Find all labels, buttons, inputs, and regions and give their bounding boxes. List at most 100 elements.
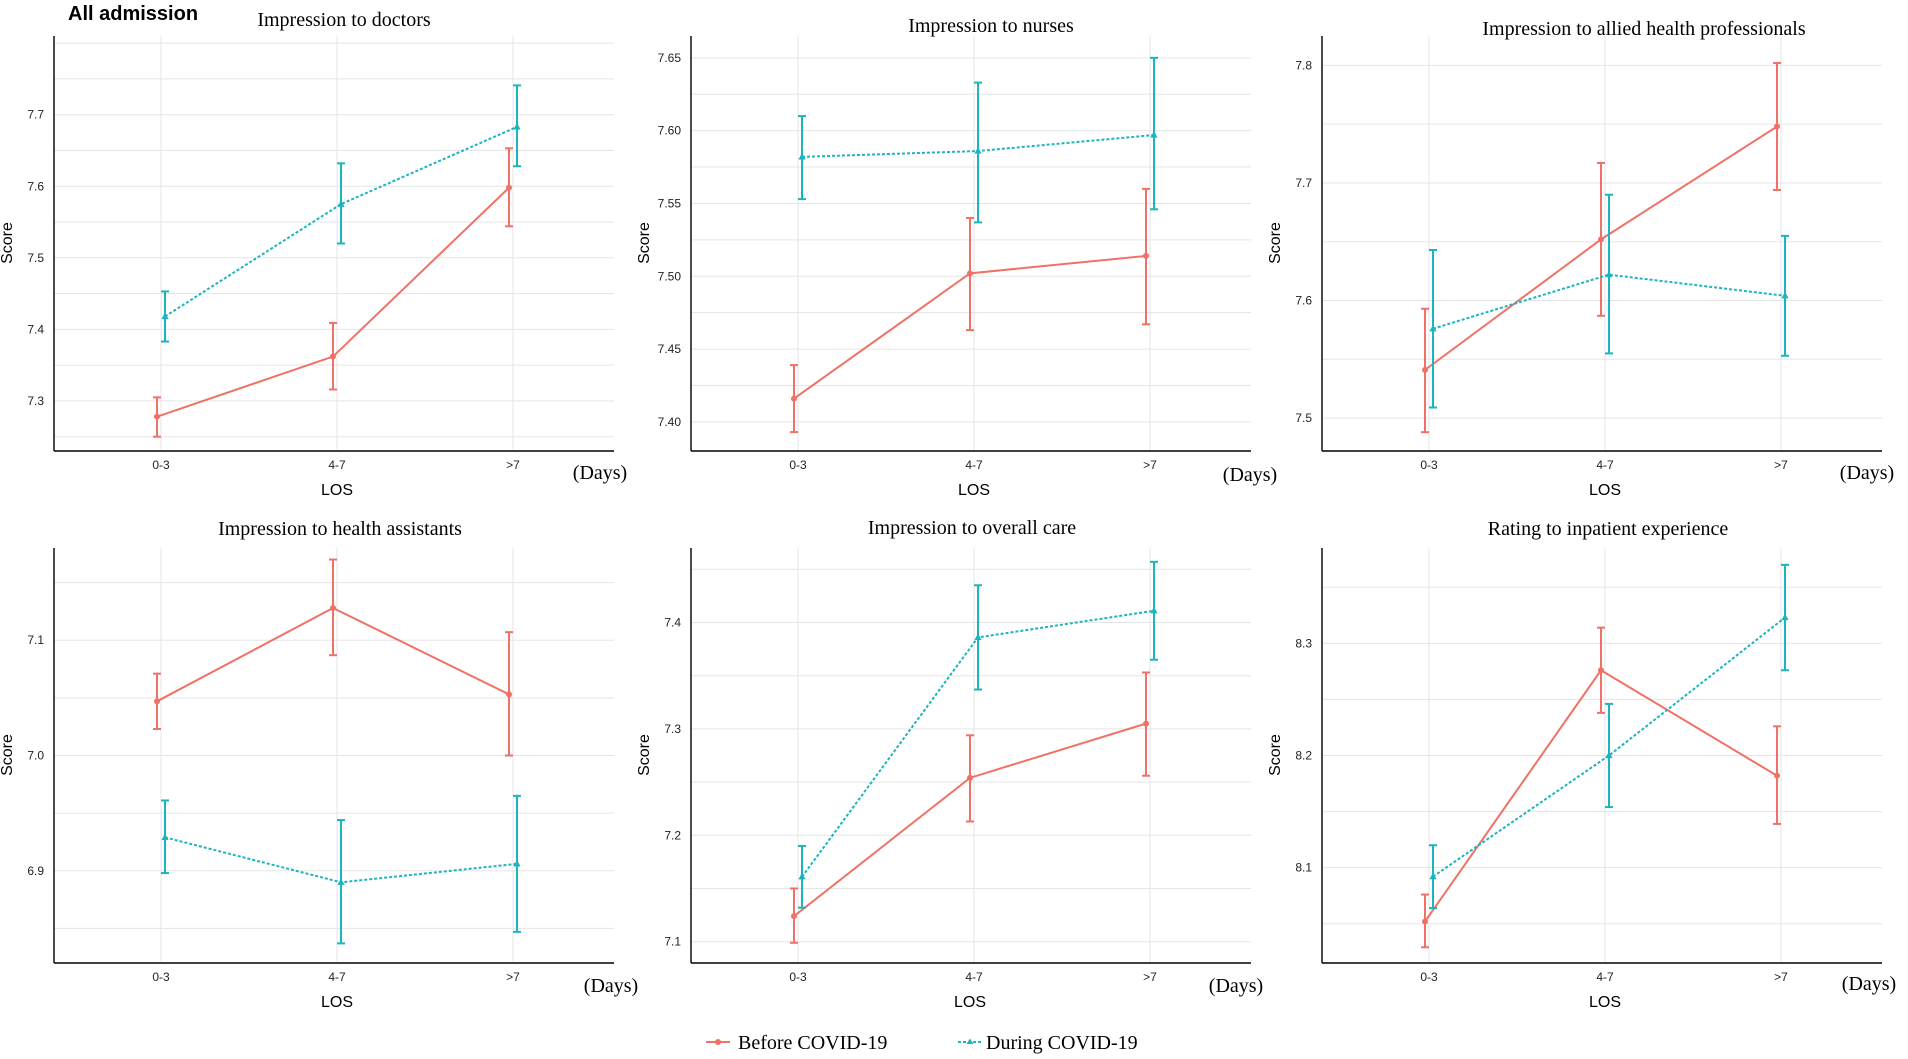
series-before [790, 671, 1150, 944]
data-point-during [337, 878, 345, 885]
series-during [798, 560, 1158, 909]
x-tick-label: 4-7 [1596, 458, 1614, 472]
y-axis-label: Score [1267, 222, 1284, 264]
y-tick-label: 7.1 [664, 935, 681, 949]
y-axis-label: Score [1267, 734, 1284, 776]
legend-before-marker [715, 1039, 721, 1045]
panel-impression-to-health-assistants: Impression to health assistants Score LO… [0, 518, 638, 1011]
legend-during-label: During COVID-19 [986, 1032, 1138, 1054]
panel-title: Impression to health assistants [218, 518, 462, 540]
x-tick-label: >7 [506, 970, 520, 984]
x-tick-label: 0-3 [1420, 458, 1438, 472]
figure-title: All admission [68, 3, 198, 25]
data-point-before [967, 270, 973, 277]
data-point-before [330, 353, 336, 360]
series-before [153, 558, 513, 757]
panel-impression-to-overall-care: Impression to overall care Score LOS (Da… [636, 517, 1263, 1011]
data-point-during [1781, 291, 1789, 299]
data-point-before [1422, 366, 1428, 373]
panel-impression-to-nurses: Impression to nurses Score LOS (Days) 7.… [636, 15, 1277, 499]
series-during [1429, 193, 1789, 409]
data-point-during [1605, 751, 1613, 759]
data-point-before [1143, 720, 1149, 727]
x-unit-label: (Days) [1209, 975, 1263, 997]
x-axis-label: LOS [321, 994, 353, 1011]
data-point-during [1429, 872, 1437, 880]
x-tick-label: 0-3 [152, 970, 170, 984]
series-before [1421, 626, 1781, 949]
data-point-before [967, 774, 973, 781]
x-tick-label: 0-3 [152, 458, 170, 472]
y-tick-label: 7.2 [664, 828, 681, 842]
x-tick-label: >7 [1774, 970, 1788, 984]
data-point-during [513, 859, 521, 867]
x-unit-label: (Days) [1223, 464, 1277, 486]
x-unit-label: (Days) [1842, 973, 1896, 995]
y-tick-label: 7.65 [658, 51, 682, 65]
y-tick-label: 7.1 [27, 633, 44, 647]
data-point-during [974, 147, 982, 154]
series-before [153, 147, 513, 438]
x-tick-label: >7 [1143, 970, 1157, 984]
panel-title: Rating to inpatient experience [1488, 518, 1729, 540]
x-tick-label: 4-7 [1596, 970, 1614, 984]
data-point-before [154, 698, 160, 705]
y-axis-label: Score [0, 734, 16, 776]
series-during [161, 794, 521, 945]
x-tick-label: 0-3 [789, 458, 807, 472]
x-unit-label: (Days) [573, 462, 627, 484]
series-line-during [164, 125, 518, 318]
y-tick-label: 8.2 [1295, 749, 1312, 763]
y-tick-label: 7.45 [658, 342, 682, 356]
y-tick-label: 7.3 [27, 394, 44, 408]
y-axis-label: Score [0, 222, 16, 264]
data-point-during [1150, 131, 1158, 138]
data-point-during [1429, 324, 1437, 332]
x-unit-label: (Days) [1840, 462, 1894, 484]
x-axis-label: LOS [958, 482, 990, 499]
y-tick-label: 7.5 [27, 251, 44, 265]
data-point-during [161, 833, 169, 840]
legend: Before COVID-19 During COVID-19 [706, 1032, 1138, 1054]
data-point-before [1598, 236, 1604, 243]
data-point-before [506, 184, 512, 191]
legend-during-marker [966, 1038, 974, 1044]
y-axis-label: Score [636, 734, 653, 776]
panel-impression-to-allied-health-professionals: Impression to allied health professional… [1267, 18, 1894, 499]
x-tick-label: 4-7 [328, 970, 346, 984]
y-tick-label: 7.7 [1295, 176, 1312, 190]
x-tick-label: 4-7 [965, 970, 983, 984]
data-point-during [974, 633, 982, 640]
data-point-before [791, 913, 797, 920]
series-during [161, 84, 521, 343]
data-point-during [1605, 270, 1613, 278]
x-axis-label: LOS [954, 994, 986, 1011]
x-axis-label: LOS [1589, 994, 1621, 1011]
y-tick-label: 7.4 [27, 322, 44, 336]
y-tick-label: 7.8 [1295, 58, 1312, 72]
panel-rating-to-inpatient-experience: Rating to inpatient experience Score LOS… [1267, 518, 1896, 1011]
panel-title: Impression to overall care [868, 517, 1076, 539]
x-tick-label: 0-3 [789, 970, 807, 984]
y-tick-label: 7.4 [664, 615, 681, 629]
x-tick-label: >7 [1774, 458, 1788, 472]
data-point-before [1774, 772, 1780, 779]
y-tick-label: 7.55 [658, 196, 682, 210]
gridlines [691, 36, 1251, 451]
panel-impression-to-doctors: Impression to doctors Score LOS (Days) 7… [0, 9, 627, 499]
x-tick-label: 4-7 [328, 458, 346, 472]
panel-title: Impression to doctors [257, 9, 431, 31]
y-tick-label: 7.6 [27, 179, 44, 193]
y-axis-label: Score [636, 222, 653, 264]
panel-title: Impression to allied health professional… [1482, 18, 1805, 40]
data-point-during [798, 152, 806, 160]
y-tick-label: 7.7 [27, 108, 44, 122]
data-point-before [1598, 667, 1604, 674]
y-tick-label: 7.5 [1295, 411, 1312, 425]
y-tick-label: 7.60 [658, 124, 682, 138]
series-line-during [1432, 273, 1786, 330]
data-point-during [513, 122, 521, 130]
data-point-before [1774, 123, 1780, 130]
x-tick-label: 0-3 [1420, 970, 1438, 984]
